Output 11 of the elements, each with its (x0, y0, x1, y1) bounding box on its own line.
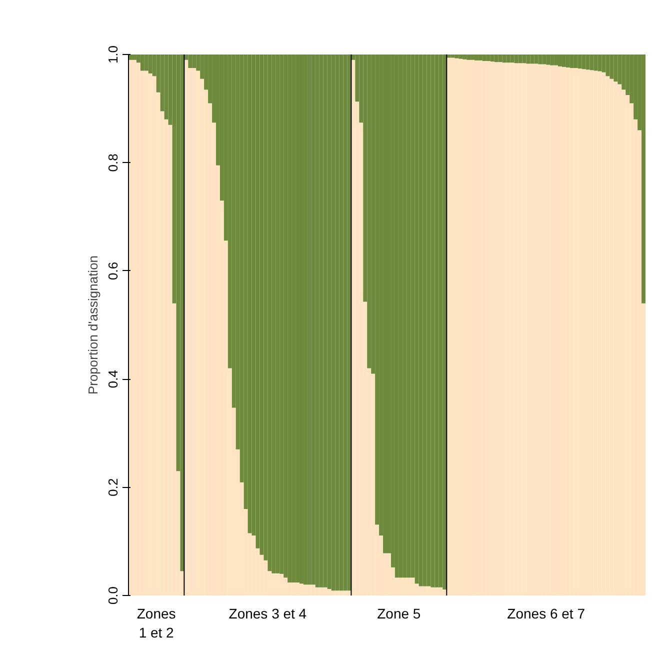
text: Zones 1 et 2 (136, 606, 176, 641)
text: Zones 6 et 7 (507, 606, 586, 622)
text: Zone 5 (377, 606, 421, 622)
y-axis-title: Proportion d'assignation (86, 255, 100, 395)
y-tick-label: 0.0 (106, 586, 120, 605)
y-tick-label: 0.8 (106, 154, 120, 172)
y-tick-label: 0.6 (106, 262, 120, 280)
y-tick-label: 0.2 (106, 478, 120, 496)
y-tick-label: 1.0 (106, 45, 120, 64)
text: Zones 3 et 4 (228, 606, 307, 622)
y-tick-label: 0.4 (106, 370, 120, 388)
